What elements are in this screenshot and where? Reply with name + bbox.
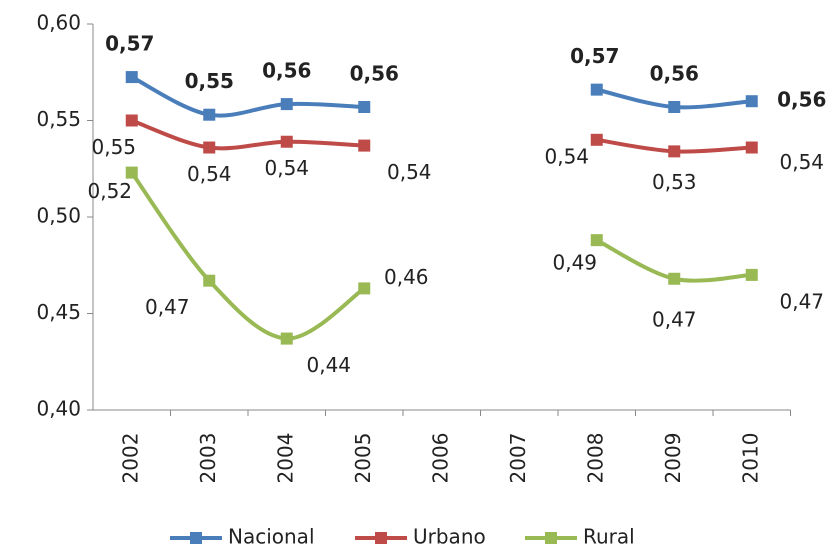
data-label: 0,52 (87, 179, 132, 203)
marker (745, 141, 758, 154)
marker (668, 272, 681, 285)
y-tick-label: 0,40 (36, 397, 81, 421)
data-label: 0,44 (306, 353, 351, 377)
x-tick-label: 2008 (583, 433, 607, 484)
marker (125, 114, 138, 127)
marker (668, 100, 681, 113)
legend-marker (375, 532, 387, 544)
data-label: 0,56 (262, 59, 311, 83)
x-tick-label: 2002 (118, 433, 142, 484)
marker (280, 332, 293, 345)
y-tick-label: 0,50 (36, 204, 81, 228)
x-tick-label: 2010 (738, 433, 762, 484)
marker (745, 268, 758, 281)
data-label: 0,54 (264, 156, 309, 180)
marker (280, 98, 293, 111)
data-label: 0,57 (570, 44, 619, 68)
legend-label: Nacional (228, 525, 315, 548)
marker (358, 100, 371, 113)
marker (203, 274, 216, 287)
marker (125, 71, 138, 84)
x-tick-label: 2006 (428, 433, 452, 484)
series-line (131, 118, 752, 154)
data-label: 0,54 (779, 150, 824, 174)
data-label: 0,47 (145, 295, 190, 319)
data-label: 0,56 (777, 88, 826, 112)
marker (745, 95, 758, 108)
y-tick-label: 0,45 (36, 300, 81, 324)
x-tick-label: 2004 (273, 433, 297, 484)
marker (203, 141, 216, 154)
data-label: 0,56 (650, 61, 699, 85)
marker (125, 166, 138, 179)
data-label: 0,47 (779, 289, 824, 313)
legend-label: Urbano (413, 525, 486, 548)
data-label: 0,53 (652, 170, 697, 194)
y-tick-label: 0,55 (36, 107, 81, 131)
legend-label: Rural (583, 525, 635, 548)
data-label: 0,49 (552, 251, 597, 275)
data-label: 0,57 (105, 32, 154, 56)
x-tick-label: 2005 (351, 433, 375, 484)
data-label: 0,56 (350, 61, 399, 85)
x-tick-label: 2007 (506, 433, 530, 484)
data-label: 0,54 (387, 160, 432, 184)
data-label: 0,47 (652, 307, 697, 331)
marker (358, 282, 371, 295)
legend-marker (190, 532, 202, 544)
data-label: 0,55 (91, 135, 136, 159)
data-label: 0,54 (544, 144, 589, 168)
data-label: 0,55 (185, 69, 234, 93)
data-label: 0,54 (187, 162, 232, 186)
y-tick-label: 0,60 (36, 11, 81, 35)
marker (280, 135, 293, 148)
marker (590, 83, 603, 96)
marker (590, 234, 603, 247)
marker (590, 133, 603, 146)
marker (668, 145, 681, 158)
data-label: 0,46 (384, 265, 429, 289)
marker (358, 139, 371, 152)
legend-marker (545, 532, 557, 544)
marker (203, 108, 216, 121)
x-tick-label: 2003 (196, 433, 220, 484)
x-tick-label: 2009 (661, 433, 685, 484)
